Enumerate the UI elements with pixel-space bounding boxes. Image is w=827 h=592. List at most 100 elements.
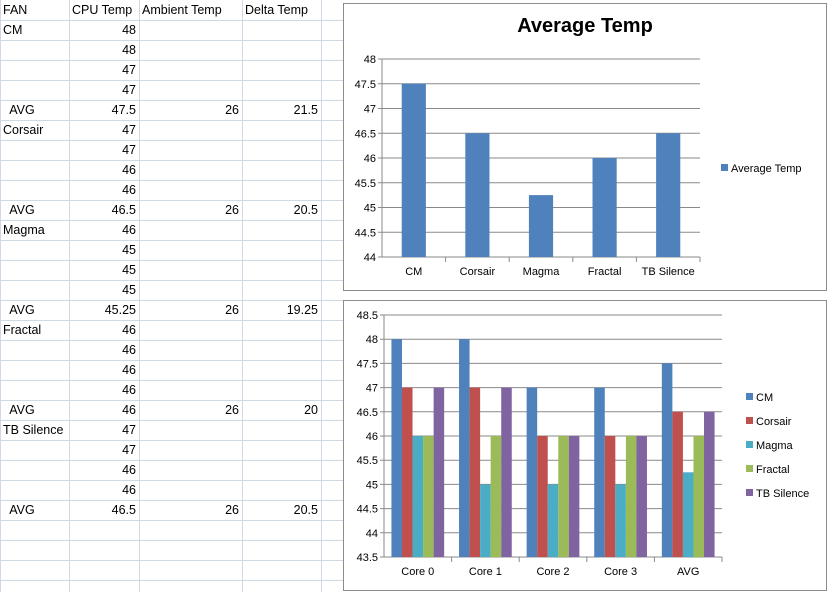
sheet-cell[interactable]: AVG	[3, 103, 35, 117]
sheet-cell[interactable]: 46	[122, 163, 136, 177]
y-tick-label: 46	[366, 431, 378, 443]
sheet-cell[interactable]: 47	[122, 443, 136, 457]
sheet-cell[interactable]: 26	[225, 303, 239, 317]
bar	[592, 158, 617, 257]
bar	[615, 484, 626, 557]
x-tick-label: Corsair	[460, 266, 496, 278]
sheet-cell[interactable]: 47	[122, 143, 136, 157]
legend-label: Corsair	[756, 416, 792, 428]
average-temp-chart[interactable]: Average Temp 44 44.5 45 45.5 46 46.5 47 47.5 48 CM…	[343, 3, 827, 291]
sheet-cell[interactable]: AVG	[3, 503, 35, 517]
sheet-cell[interactable]: 46	[122, 383, 136, 397]
column-header[interactable]: FAN	[3, 3, 28, 17]
column-header[interactable]: Ambient Temp	[142, 3, 222, 17]
sheet-cell[interactable]: 45	[122, 263, 136, 277]
sheet-cell[interactable]: 46.5	[111, 503, 136, 517]
sheet-cell[interactable]: 21.5	[293, 103, 318, 117]
sheet-cell[interactable]: 45.25	[104, 303, 136, 317]
bar	[604, 436, 616, 557]
gridline-vertical	[0, 0, 1, 592]
legend-swatch	[746, 393, 753, 400]
y-tick-label: 47	[364, 104, 376, 116]
sheet-cell[interactable]: 45	[122, 243, 136, 257]
legend-swatch	[746, 465, 753, 472]
bar	[672, 411, 683, 557]
legend-label: TB Silence	[756, 488, 809, 500]
sheet-cell[interactable]: 20.5	[293, 503, 318, 517]
sheet-cell[interactable]: AVG	[3, 203, 35, 217]
sheet-cell[interactable]: 46	[122, 363, 136, 377]
y-tick-label: 44	[366, 528, 378, 540]
bar	[537, 436, 548, 557]
sheet-cell[interactable]: 46	[122, 223, 136, 237]
y-tick-label: 46.5	[355, 128, 376, 140]
sheet-cell[interactable]: 48	[122, 43, 136, 57]
sheet-cell[interactable]: 48	[122, 23, 136, 37]
sheet-cell[interactable]: Magma	[3, 223, 45, 237]
sheet-cell[interactable]: 47.5	[111, 103, 136, 117]
bar	[568, 436, 580, 557]
sheet-cell[interactable]: 46	[122, 403, 136, 417]
bar	[412, 436, 424, 557]
sheet-cell[interactable]: 26	[225, 503, 239, 517]
bar	[465, 133, 490, 257]
x-tick-label: Core 3	[604, 566, 637, 578]
legend-label: CM	[756, 392, 773, 404]
sheet-cell[interactable]: 26	[225, 103, 239, 117]
sheet-cell[interactable]: 26	[225, 403, 239, 417]
sheet-cell[interactable]: AVG	[3, 303, 35, 317]
y-tick-label: 48	[366, 334, 378, 346]
bar	[682, 472, 694, 557]
sheet-cell[interactable]: AVG	[3, 403, 35, 417]
y-tick-label: 45.5	[355, 178, 376, 190]
legend-swatch	[721, 164, 728, 171]
sheet-cell[interactable]: 45	[122, 283, 136, 297]
y-tick-label: 47.5	[355, 79, 376, 91]
bar	[526, 387, 538, 557]
sheet-cell[interactable]: 46.5	[111, 203, 136, 217]
bar	[490, 436, 502, 557]
y-tick-label: 47.5	[357, 358, 378, 370]
sheet-cell[interactable]: 47	[122, 83, 136, 97]
sheet-cell[interactable]: 46	[122, 343, 136, 357]
y-tick-label: 43.5	[357, 552, 378, 564]
gridline-vertical	[69, 0, 70, 592]
sheet-cell[interactable]: Corsair	[3, 123, 44, 137]
sheet-cell[interactable]: 47	[122, 423, 136, 437]
bar	[558, 436, 569, 557]
y-tick-label: 44.5	[355, 227, 376, 239]
core-temp-chart-svg: 43.5 44 44.5 45 45.5 46 46.5 47 47.5 48 48.5 Core 0…	[357, 310, 810, 578]
y-tick-label: 46.5	[357, 407, 378, 419]
sheet-cell[interactable]: 26	[225, 203, 239, 217]
sheet-cell[interactable]: 20	[304, 403, 318, 417]
bar	[401, 387, 413, 557]
sheet-cell[interactable]: 46	[122, 323, 136, 337]
core-temp-chart[interactable]: 43.5 44 44.5 45 45.5 46 46.5 47 47.5 48 48.5 Core 0…	[343, 300, 827, 591]
bar	[636, 436, 647, 557]
sheet-cell[interactable]: Fractal	[3, 323, 42, 337]
column-header[interactable]: CPU Temp	[72, 3, 133, 17]
sheet-cell[interactable]: 47	[122, 123, 136, 137]
bar	[704, 411, 715, 557]
legend-label: Fractal	[756, 464, 790, 476]
sheet-cell[interactable]: 20.5	[293, 203, 318, 217]
y-tick-label: 48	[364, 54, 376, 66]
bar	[480, 484, 491, 557]
gridline-vertical	[321, 0, 322, 592]
legend-label: Average Temp	[731, 163, 802, 175]
bar	[594, 387, 605, 557]
sheet-cell[interactable]: 46	[122, 183, 136, 197]
sheet-cell[interactable]: CM	[3, 23, 23, 37]
bar	[547, 484, 559, 557]
column-header[interactable]: Delta Temp	[245, 3, 308, 17]
sheet-cell[interactable]: 46	[122, 463, 136, 477]
sheet-cell[interactable]: 46	[122, 483, 136, 497]
y-tick-label: 45	[366, 479, 378, 491]
x-tick-label: Core 1	[469, 566, 502, 578]
sheet-cell[interactable]: TB Silence	[3, 423, 64, 437]
bar	[528, 195, 554, 257]
sheet-cell[interactable]: 19.25	[286, 303, 318, 317]
bar	[661, 363, 673, 557]
sheet-cell[interactable]: 47	[122, 63, 136, 77]
bar	[501, 387, 512, 557]
